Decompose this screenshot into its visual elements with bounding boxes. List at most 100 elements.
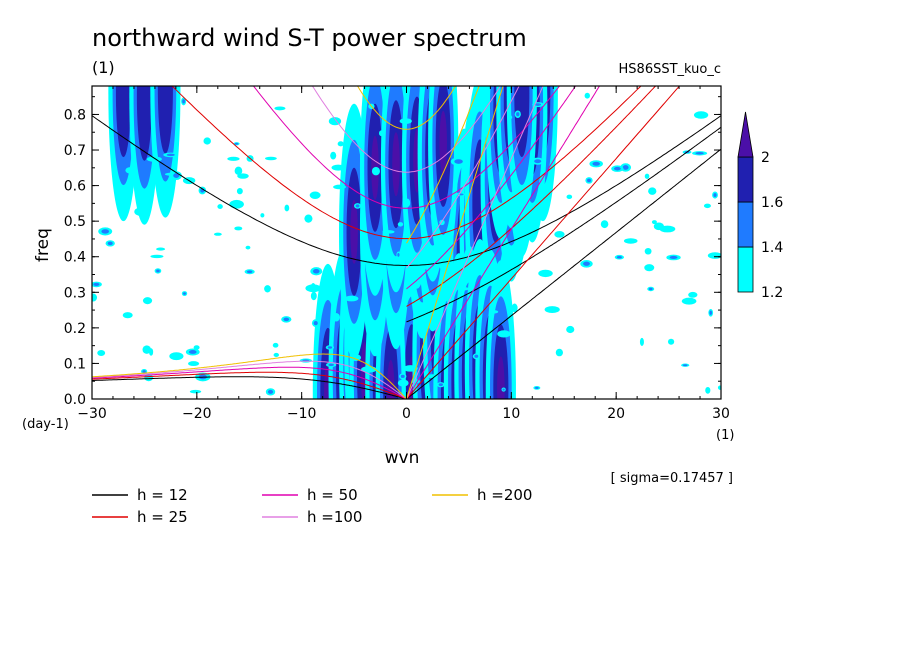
contour-speck <box>681 297 697 305</box>
curve-kelvin <box>406 148 721 399</box>
contour-fill <box>350 199 358 264</box>
contour-speck <box>703 203 711 209</box>
contour-speck <box>709 310 713 315</box>
contour-speck <box>355 204 360 208</box>
contour-speck <box>304 214 313 223</box>
contour-speck <box>717 385 721 390</box>
contour-speck <box>382 230 395 234</box>
curve-ig <box>252 86 561 209</box>
curve-er <box>92 353 407 399</box>
colorbar: 1.2 1.4 1.6 2 <box>737 111 783 301</box>
curve-mrg <box>406 86 577 290</box>
contour-speck <box>534 386 539 389</box>
x-tick-label: 0 <box>402 406 411 422</box>
contour-speck <box>600 220 609 229</box>
colorbar-top-triangle <box>737 111 754 158</box>
contour-speck <box>333 184 346 190</box>
contour-speck <box>229 199 244 209</box>
contour-speck <box>234 142 239 145</box>
contour-speck <box>651 220 657 225</box>
contour-speck <box>584 92 590 99</box>
contour-speck <box>328 363 334 367</box>
contour-speck <box>283 317 290 322</box>
contour-speck <box>237 173 249 179</box>
contour-speck <box>188 350 197 354</box>
legend-label: h =200 <box>477 486 532 504</box>
x-unit-label: (1) <box>716 428 734 443</box>
contour-speck <box>474 354 479 358</box>
contour-speck <box>397 379 409 387</box>
contour-speck <box>566 325 575 334</box>
contour-speck <box>507 115 513 120</box>
contour-speck <box>122 312 133 319</box>
contour-speck <box>438 383 443 387</box>
contour-speck <box>236 187 243 195</box>
y-tick-label: 0.3 <box>64 285 86 301</box>
legend-label: h =100 <box>307 508 362 526</box>
contour-speck <box>246 270 253 274</box>
contour-speck <box>554 231 565 238</box>
contour-speck <box>227 156 240 161</box>
contour-speck <box>457 287 470 291</box>
contour-speck <box>404 198 411 208</box>
x-tick-label: 30 <box>712 406 730 422</box>
contour-speck <box>534 159 542 164</box>
contour-speck <box>97 350 106 357</box>
contour-speck <box>622 165 629 170</box>
contour-speck <box>639 337 644 346</box>
contour-speck <box>371 166 380 176</box>
curve-kelvin <box>406 86 601 399</box>
contour-speck <box>156 247 166 251</box>
axes: −30 −20 −10 0 10 20 30 0.0 0.1 0.2 0.3 0.4 0.5 0.6 0.7… <box>64 86 730 422</box>
contour-speck <box>327 346 333 349</box>
curve-kelvin <box>406 86 681 399</box>
y-tick-label: 0.7 <box>64 143 86 159</box>
contour-speck <box>234 226 243 231</box>
contour-speck <box>653 222 664 231</box>
y-tick-label: 0.6 <box>64 179 86 195</box>
contour-speck <box>203 137 211 145</box>
x-axis-label: wvn <box>385 448 420 468</box>
legend: h = 12 h = 25 h = 50 h =100 h =200 <box>92 486 532 526</box>
curve-ig <box>171 86 642 240</box>
y-axis-label: freq <box>33 228 53 262</box>
contour-fill <box>136 86 152 161</box>
contour-speck <box>497 330 511 338</box>
subtitle-right: HS86SST_kuo_c <box>619 62 721 77</box>
contour-speck <box>305 284 322 293</box>
curve-ig <box>356 86 457 130</box>
curve-er <box>92 360 407 399</box>
contour-speck <box>644 264 655 272</box>
contour-speck <box>489 310 499 314</box>
legend-label: h = 25 <box>137 508 188 526</box>
contour-speck <box>713 193 717 197</box>
contour-speck <box>150 254 164 259</box>
contour-speck <box>264 285 271 293</box>
contour-speck <box>648 287 653 291</box>
contour-speck <box>166 153 175 157</box>
legend-label: h = 50 <box>307 486 358 504</box>
contour-speck <box>188 361 200 367</box>
curve-kelvin <box>406 86 544 399</box>
contour-speck <box>273 352 279 357</box>
contour-speck <box>146 156 162 162</box>
colorbar-label: 2 <box>761 150 770 166</box>
curve-kelvin <box>406 86 504 399</box>
contour-speck <box>142 297 153 305</box>
contour-speck <box>101 229 110 234</box>
contour-speck <box>149 348 154 356</box>
curve-mrg <box>406 86 657 307</box>
contour-speck <box>234 166 243 176</box>
contour-fill <box>439 110 447 175</box>
colorbar-label: 1.6 <box>761 195 783 211</box>
contour-speck <box>454 159 463 164</box>
x-tick-label: −20 <box>182 406 212 422</box>
contour-speck <box>272 342 279 348</box>
y-tick-label: 0.8 <box>64 107 86 123</box>
contour-speck <box>267 389 274 394</box>
contour-speck <box>310 291 317 301</box>
curve-er <box>92 371 407 399</box>
curve-ig <box>92 115 721 266</box>
contour-speck <box>313 320 318 326</box>
